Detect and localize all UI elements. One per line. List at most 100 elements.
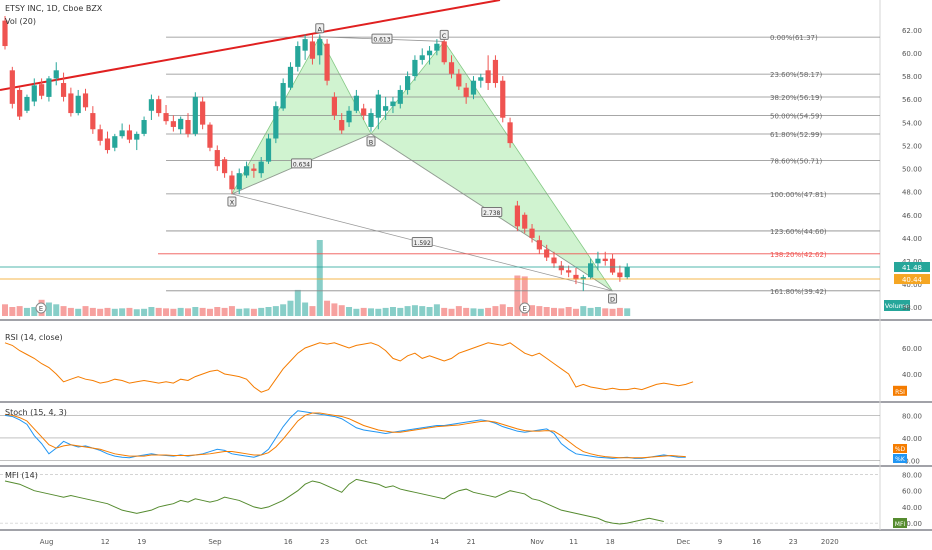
volume-bar: [565, 307, 572, 316]
volume-bar: [236, 308, 243, 316]
candle-body: [448, 62, 455, 74]
volume-badge: [884, 300, 910, 311]
volume-bar: [119, 308, 126, 316]
candle-body: [375, 94, 381, 118]
stoch-k-line: [4, 410, 686, 459]
fib-levels: 0.00%(61.37) 23.60%(58.17) 38.20%(56.19) 50…: [0, 0, 880, 296]
stoch-k-badge-label: %K: [895, 456, 906, 463]
price-tick-label: 60.00: [902, 50, 922, 58]
volume-bar: [214, 307, 221, 316]
rsi-tick-label: 40.00: [902, 371, 922, 379]
candle-body: [90, 113, 96, 130]
volume-bar: [492, 306, 499, 316]
ratio-label: 0.613: [373, 37, 390, 44]
volume-bar: [455, 306, 462, 316]
volume-bar: [616, 307, 623, 316]
volume-bar: [9, 307, 16, 316]
volume-bar: [346, 307, 353, 316]
volume-bar: [397, 307, 404, 316]
volume-bar: [97, 308, 104, 316]
ratio-box: [371, 33, 393, 44]
candle-body: [368, 113, 374, 127]
price-tick-label: 54.00: [902, 119, 922, 127]
stoch-d-badge: [893, 444, 907, 453]
candle-body: [302, 39, 308, 51]
volume-bar: [163, 308, 170, 316]
candle-body: [426, 50, 433, 56]
time-tick-label: 9: [718, 538, 722, 546]
candle-body: [9, 70, 15, 104]
fib-label: 100.00%(47.81): [770, 191, 827, 199]
volume-bar: [338, 305, 345, 316]
pattern-point-label: D: [610, 296, 615, 304]
candle-body: [434, 43, 440, 51]
volume-bar: [82, 306, 89, 316]
mfi-legend: MFI (14): [5, 471, 38, 480]
candle-body: [624, 267, 630, 278]
candle-body: [573, 274, 579, 280]
volume-bar: [192, 307, 199, 316]
pattern-point-box: [366, 136, 376, 147]
volume-bar: [624, 308, 631, 316]
volume-bar: [551, 307, 557, 316]
time-tick-label: 23: [320, 538, 329, 546]
price-tick-label: 40.00: [902, 281, 922, 289]
pattern-point-box: [315, 23, 325, 34]
candle-body: [280, 83, 286, 109]
candle-body: [529, 228, 535, 238]
volume-bar: [375, 308, 382, 316]
candle-body: [24, 96, 30, 111]
fib-label: 123.60%(44.60): [770, 228, 827, 236]
volume-bar: [67, 307, 74, 316]
candle-body: [346, 110, 352, 123]
volume-bar: [602, 308, 609, 316]
volume-badge-label: Volume: [885, 302, 909, 310]
candle-body: [243, 166, 250, 176]
price-tick-label: 46.00: [902, 212, 922, 220]
time-tick-label: Oct: [355, 538, 367, 546]
time-tick-label: 14: [430, 538, 439, 546]
fib-label: 78.60%(50.71): [770, 157, 822, 165]
stoch-tick-label: 40.00: [902, 435, 922, 443]
rsi-legend: RSI (14, close): [5, 333, 63, 342]
time-tick-label: 23: [789, 538, 798, 546]
volume-bar: [272, 306, 279, 316]
mfi-badge-label: MFI: [895, 521, 906, 528]
volume-bar: [199, 307, 206, 316]
indicator-panes: 60.00 40.00 RSI 80.00 40.00 0.00 %D %K 80.00 60.0…: [0, 342, 922, 528]
volume-bar: [302, 302, 309, 316]
volume-bar: [309, 306, 316, 316]
time-tick-label: 16: [752, 538, 761, 546]
candle-body: [104, 138, 111, 151]
ratio-box: [411, 237, 433, 248]
candle-body: [39, 84, 45, 96]
price-tick-label: 52.00: [902, 142, 922, 150]
candle-body: [141, 120, 147, 134]
volume-bar: [470, 308, 477, 316]
volume-bar: [507, 307, 514, 316]
ratio-box: [481, 206, 503, 217]
candle-body: [522, 214, 528, 229]
candle-body: [295, 46, 301, 67]
grid-lines: [0, 0, 932, 531]
volume-bar: [111, 308, 118, 316]
candle-body: [156, 99, 162, 114]
volume-bar: [45, 302, 52, 316]
symbol-title: ETSY INC, 1D, Cboe BZX: [5, 4, 103, 13]
volume-bar: [280, 304, 287, 316]
volume-bar: [53, 304, 60, 316]
candle-body: [134, 133, 140, 140]
candle-body: [258, 161, 264, 174]
earnings-marker: [519, 302, 531, 314]
fib-label: 61.80%(52.99): [770, 131, 822, 139]
fib-label: 50.00%(54.59): [770, 113, 822, 121]
candle-body: [178, 118, 184, 130]
mfi-tick-label: 20.00: [902, 520, 922, 528]
stoch-tick-label: 80.00: [902, 412, 922, 420]
candle-body: [331, 96, 337, 116]
candle-body: [456, 73, 462, 87]
candle-body: [609, 258, 616, 273]
price-tag-label: 40.44: [902, 276, 923, 284]
candle-body: [60, 83, 67, 97]
